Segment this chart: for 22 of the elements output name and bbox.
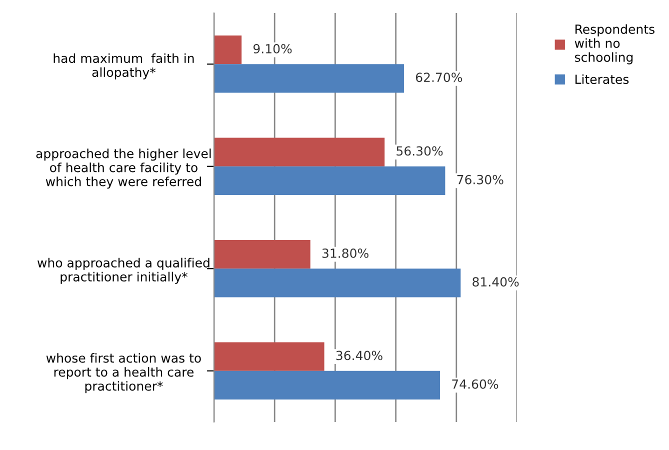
bar xyxy=(214,64,404,93)
data-label: 62.70% xyxy=(416,72,462,82)
data-label: 56.30% xyxy=(396,146,443,156)
bar xyxy=(214,240,310,269)
bar xyxy=(214,342,324,371)
data-label: 81.40% xyxy=(472,277,519,287)
y-tick-label: approached the higher level of health care facility to which they were referred xyxy=(36,148,211,189)
bar xyxy=(214,268,461,298)
data-label: 31.80% xyxy=(322,248,368,258)
y-tick-label: who approached a qualified practitioner initially* xyxy=(38,258,210,284)
legend-label: Literates xyxy=(575,74,629,84)
data-label: 74.60% xyxy=(452,379,498,389)
bar xyxy=(214,370,440,400)
data-label: 36.40% xyxy=(336,350,382,360)
bar xyxy=(214,166,446,196)
y-tick-label: whose first action was to report to a health care practitioner* xyxy=(46,353,201,394)
y-tick-label: had maximum faith in allopathy* xyxy=(54,53,194,80)
data-label: 76.30% xyxy=(457,174,504,184)
bar xyxy=(214,35,242,64)
legend-label: Respondents with no schooling xyxy=(574,24,654,64)
bar xyxy=(214,138,385,166)
data-label: 9.10% xyxy=(253,44,292,54)
